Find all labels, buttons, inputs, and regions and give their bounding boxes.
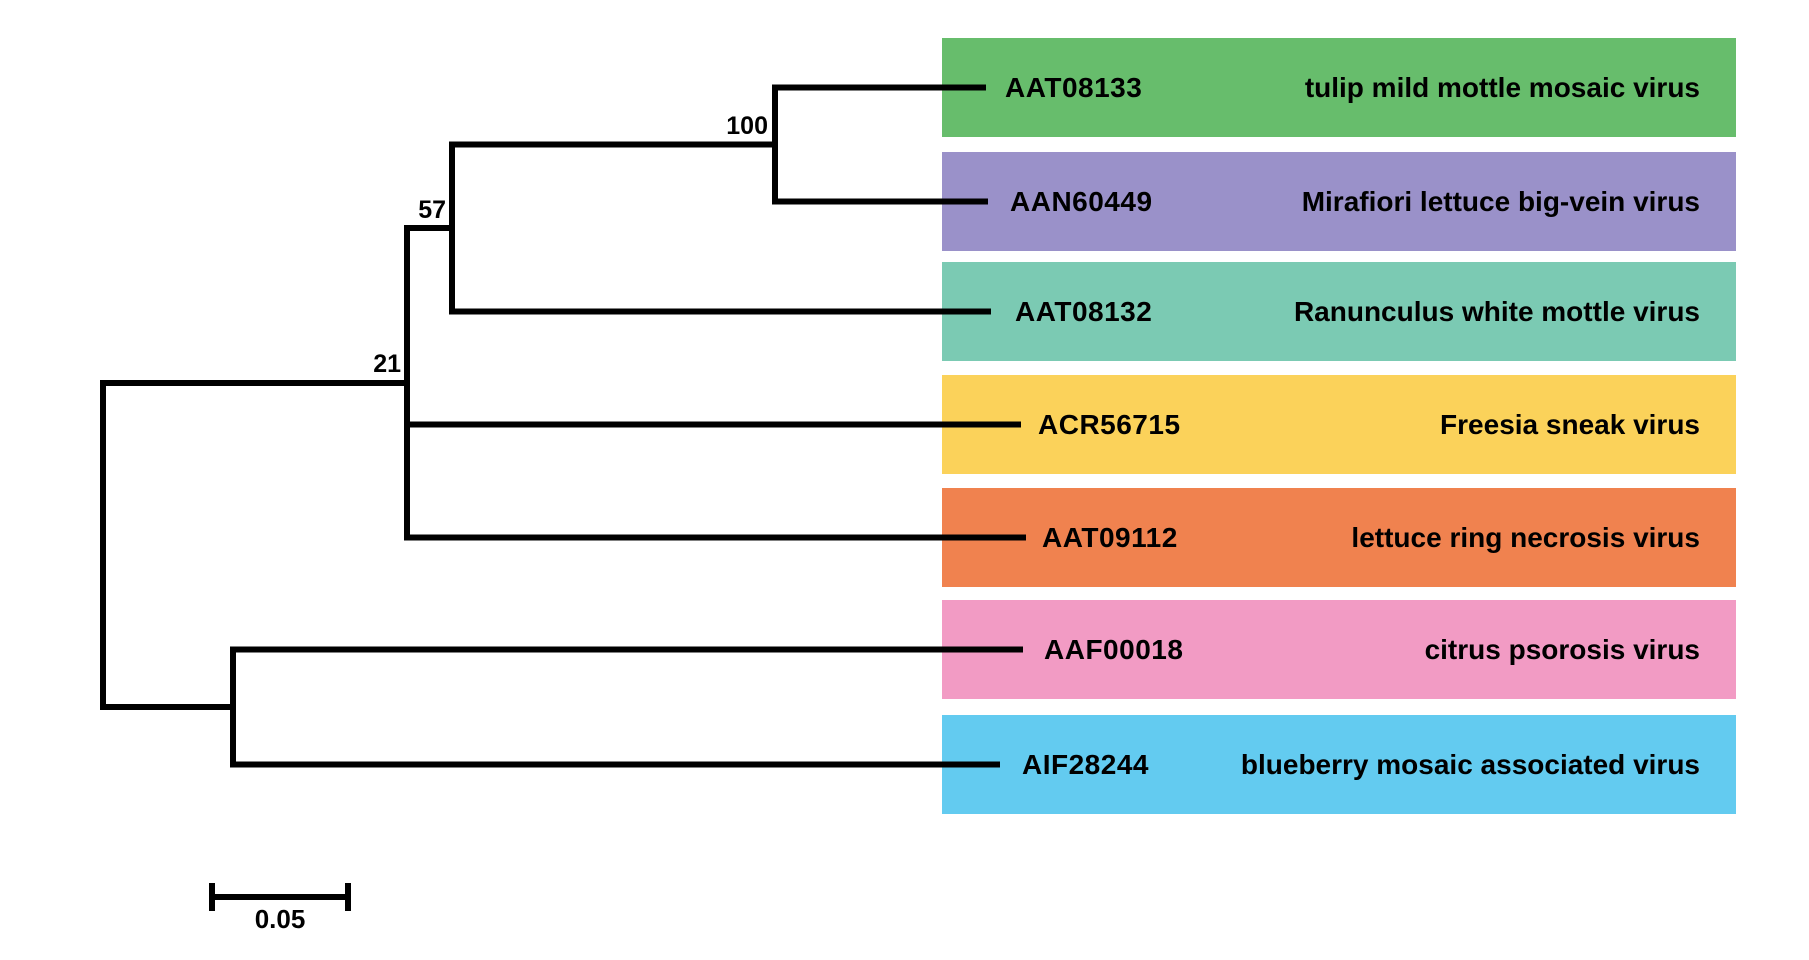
accession-label: AIF28244 — [1022, 748, 1149, 780]
bootstrap-value: 57 — [418, 196, 446, 224]
taxon-row-AAF00018: AAF00018 citrus psorosis virus — [942, 600, 1736, 699]
taxon-row-ACR56715: ACR56715 Freesia sneak virus — [942, 375, 1736, 474]
scale-bar-left-cap — [209, 883, 215, 911]
scale-bar — [212, 894, 348, 900]
accession-label: AAN60449 — [1010, 185, 1153, 217]
taxon-row-AAT08133: AAT08133 tulip mild mottle mosaic virus — [942, 38, 1736, 137]
scale-bar-label: 0.05 — [254, 904, 306, 934]
virus-name-label: Mirafiori lettuce big-vein virus — [1301, 185, 1700, 217]
accession-label: AAT08133 — [1005, 71, 1143, 103]
taxon-row-AAN60449: AAN60449 Mirafiori lettuce big-vein viru… — [942, 152, 1736, 251]
bootstrap-value: 21 — [373, 350, 401, 378]
scale-bar-right-cap — [345, 883, 351, 911]
taxon-row-AIF28244: AIF28244 blueberry mosaic associated vir… — [942, 715, 1736, 814]
accession-label: ACR56715 — [1038, 408, 1181, 440]
virus-name-label: lettuce ring necrosis virus — [1351, 521, 1700, 553]
accession-label: AAT09112 — [1042, 521, 1178, 553]
taxon-row-AAT09112: AAT09112 lettuce ring necrosis virus — [942, 488, 1736, 587]
accession-label: AAF00018 — [1044, 633, 1184, 665]
virus-name-label: tulip mild mottle mosaic virus — [1304, 71, 1700, 103]
virus-name-label: citrus psorosis virus — [1424, 633, 1700, 665]
virus-name-label: Freesia sneak virus — [1440, 408, 1700, 440]
virus-name-label: blueberry mosaic associated virus — [1240, 748, 1700, 780]
taxon-row-AAT08132: AAT08132 Ranunculus white mottle virus — [942, 262, 1736, 361]
virus-name-label: Ranunculus white mottle virus — [1293, 295, 1700, 327]
bootstrap-value: 100 — [726, 112, 768, 140]
accession-label: AAT08132 — [1015, 295, 1153, 327]
